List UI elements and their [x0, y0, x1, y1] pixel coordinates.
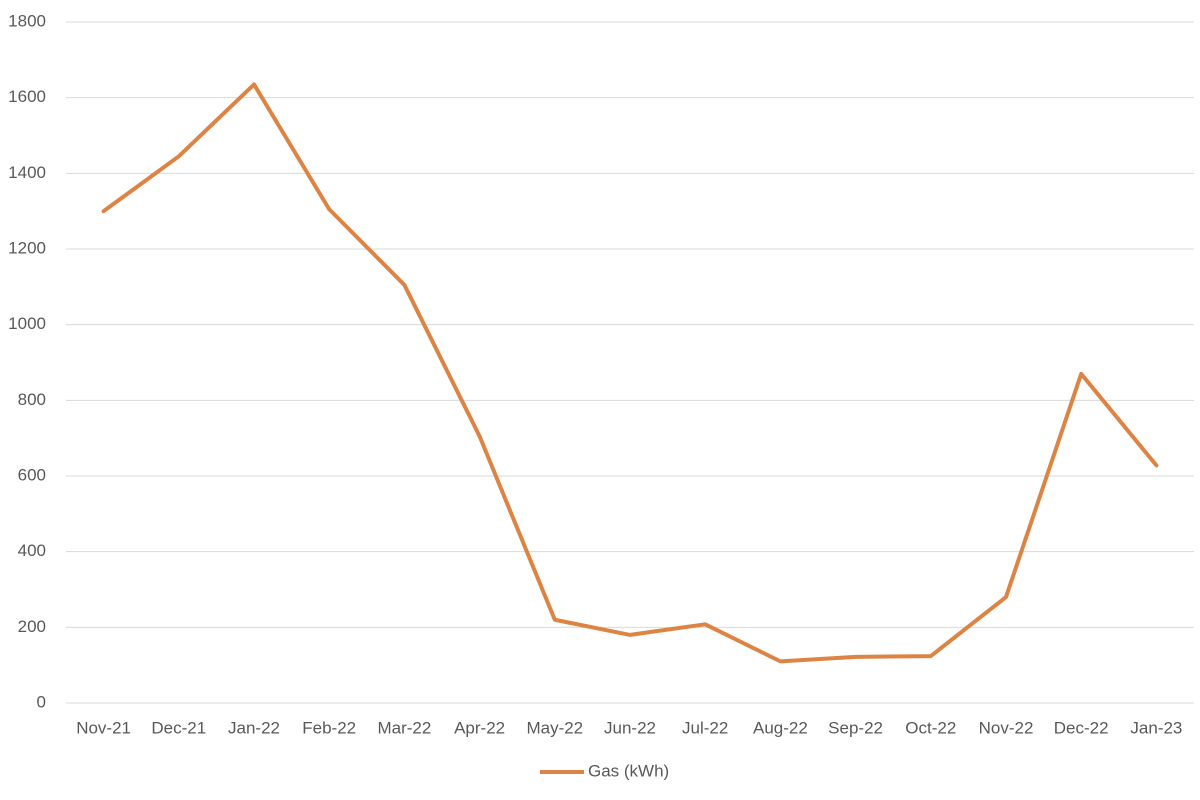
y-tick-label: 600 — [18, 465, 46, 484]
y-tick-label: 1600 — [8, 87, 46, 106]
y-tick-label: 1400 — [8, 163, 46, 182]
x-tick-label: Mar-22 — [377, 718, 431, 737]
x-tick-label: Dec-21 — [151, 718, 206, 737]
x-tick-label: Dec-22 — [1054, 718, 1109, 737]
x-tick-label: Oct-22 — [905, 718, 956, 737]
y-tick-label: 1200 — [8, 238, 46, 257]
x-tick-label: Jan-22 — [228, 718, 280, 737]
y-tick-label: 400 — [18, 541, 46, 560]
x-tick-label: Feb-22 — [302, 718, 356, 737]
y-tick-label: 200 — [18, 617, 46, 636]
x-tick-label: Aug-22 — [753, 718, 808, 737]
x-tick-label: Jul-22 — [682, 718, 728, 737]
legend-label: Gas (kWh) — [588, 761, 669, 780]
x-tick-label: Sep-22 — [828, 718, 883, 737]
y-tick-label: 0 — [37, 692, 46, 711]
x-tick-label: Apr-22 — [454, 718, 505, 737]
series-line — [101, 82, 1159, 664]
y-tick-label: 1800 — [8, 11, 46, 30]
x-tick-label: May-22 — [526, 718, 583, 737]
x-tick-label: Jun-22 — [604, 718, 656, 737]
y-tick-label: 1000 — [8, 314, 46, 333]
x-tick-label: Nov-22 — [979, 718, 1034, 737]
x-tick-label: Nov-21 — [76, 718, 131, 737]
y-tick-label: 800 — [18, 390, 46, 409]
x-tick-label: Jan-23 — [1130, 718, 1182, 737]
